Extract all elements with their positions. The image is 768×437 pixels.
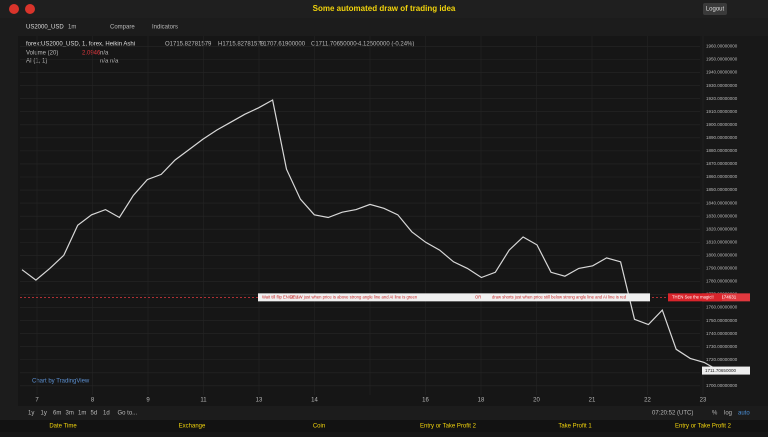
annotation: DRAW just when price is above strong ang… bbox=[290, 294, 418, 299]
legend-high: H1715.82781579 bbox=[218, 42, 265, 48]
y-tick-label: 1750.00000000 bbox=[706, 318, 738, 323]
footer-label: Entry or Take Profit 2 bbox=[420, 424, 477, 430]
bottom-toolbar bbox=[0, 406, 768, 420]
price-axis bbox=[700, 36, 768, 406]
indicators[interactable]: Indicators bbox=[152, 25, 178, 31]
x-tick-label: 13 bbox=[256, 398, 263, 404]
range-button[interactable]: 1m bbox=[78, 411, 86, 417]
icon[interactable] bbox=[25, 4, 35, 14]
logout-label[interactable]: Logout bbox=[706, 7, 725, 13]
y-tick-label: 1900.00000000 bbox=[706, 122, 738, 127]
footer-label: Take Profit 1 bbox=[558, 424, 592, 430]
footer-label: Coin bbox=[313, 424, 325, 430]
annotation: Wait till flip ENGE 1 bbox=[262, 294, 299, 299]
signal-price-box bbox=[702, 293, 750, 302]
footer-label: Entry or Take Profit 2 bbox=[675, 424, 732, 430]
y-tick-label: 1920.00000000 bbox=[706, 96, 738, 101]
top-bar bbox=[0, 0, 768, 18]
y-tick-label: 1800.00000000 bbox=[706, 253, 738, 258]
annotation: OR bbox=[475, 294, 481, 299]
annotation: draw shorts just when price still below … bbox=[492, 294, 627, 299]
logout-button[interactable] bbox=[703, 3, 727, 15]
range-button[interactable]: 5d bbox=[91, 411, 98, 417]
x-tick-label: 8 bbox=[91, 398, 95, 404]
legend-series: forex:US2000_USD, 1, forex, Heikin Ashi bbox=[26, 42, 135, 48]
annotation-box bbox=[668, 293, 722, 302]
y-tick-label: 1890.00000000 bbox=[706, 135, 738, 140]
y-tick-label: 1940.00000000 bbox=[706, 70, 738, 75]
footer bbox=[0, 420, 768, 432]
clock: 07:20:52 (UTC) bbox=[652, 411, 693, 417]
y-tick-label: 1950.00000000 bbox=[706, 57, 738, 62]
compare[interactable]: Compare bbox=[110, 25, 135, 31]
legend-volume: Volume (20) bbox=[26, 51, 58, 57]
legend-volume-na: n/a bbox=[100, 51, 109, 57]
range-button[interactable]: 1y bbox=[28, 411, 34, 417]
legend-change: -4.12500000 (-0.24%) bbox=[356, 42, 414, 48]
y-tick-label: 1700.00000000 bbox=[706, 383, 738, 388]
legend-volume-value: 2.0946 bbox=[82, 51, 101, 57]
legend-ai-na: n/a n/a bbox=[100, 59, 119, 65]
x-tick-label: 22 bbox=[644, 398, 651, 404]
toolbar bbox=[0, 18, 768, 36]
x-tick-label: 21 bbox=[589, 398, 596, 404]
y-tick-label: 1720.00000000 bbox=[706, 357, 738, 362]
tool-column bbox=[0, 36, 18, 420]
y-tick-label: 1930.00000000 bbox=[706, 83, 738, 88]
x-tick-label: 16 bbox=[422, 398, 429, 404]
footer-label: Exchange bbox=[179, 424, 206, 430]
y-tick-label: 1730.00000000 bbox=[706, 344, 738, 349]
symbol[interactable]: US2000_USD bbox=[26, 25, 64, 31]
y-tick-label: 1910.00000000 bbox=[706, 109, 738, 114]
legend-low: L1707.61900000 bbox=[260, 42, 306, 48]
y-tick-label: 1760.00000000 bbox=[706, 305, 738, 310]
x-tick-label: 14 bbox=[311, 398, 318, 404]
range-button[interactable]: 6m bbox=[53, 411, 61, 417]
y-tick-label: 1790.00000000 bbox=[706, 266, 738, 271]
log-toggle[interactable]: log bbox=[724, 411, 732, 417]
percent-toggle[interactable]: % bbox=[712, 411, 718, 417]
interval[interactable]: 1m bbox=[68, 25, 76, 31]
price-line bbox=[21, 99, 719, 371]
y-tick-label: 1840.00000000 bbox=[706, 200, 738, 205]
x-tick-label: 7 bbox=[35, 398, 39, 404]
range-button[interactable]: 1d bbox=[103, 411, 110, 417]
range-button[interactable]: 3m bbox=[66, 411, 74, 417]
y-tick-label: 1820.00000000 bbox=[706, 226, 738, 231]
annotation: THEN See the magic!! bbox=[672, 294, 714, 299]
y-tick-label: 1830.00000000 bbox=[706, 213, 738, 218]
legend-open: O1715.82781579 bbox=[165, 42, 212, 48]
x-tick-label: 20 bbox=[533, 398, 540, 404]
x-tick-label: 9 bbox=[146, 398, 150, 404]
annotation-box bbox=[258, 293, 650, 302]
y-tick-label: 1870.00000000 bbox=[706, 161, 738, 166]
last-price-box bbox=[702, 366, 750, 375]
y-tick-label: 1960.00000000 bbox=[706, 44, 738, 49]
x-tick-label: 23 bbox=[700, 398, 707, 404]
x-tick-label: 11 bbox=[200, 398, 207, 404]
footer-label: Date Time bbox=[49, 424, 77, 430]
y-tick-label: 1740.00000000 bbox=[706, 331, 738, 336]
y-tick-label: 1860.00000000 bbox=[706, 174, 738, 179]
range-button[interactable]: 1y bbox=[41, 411, 47, 417]
y-tick-label: 1850.00000000 bbox=[706, 187, 738, 192]
last-price: 1711.70650000 bbox=[705, 368, 736, 373]
y-tick-label: 1880.00000000 bbox=[706, 148, 738, 153]
x-tick-label: 18 bbox=[478, 398, 485, 404]
legend-close: C1711.70650000 bbox=[311, 42, 357, 48]
auto-toggle[interactable]: auto bbox=[738, 411, 750, 417]
legend-ai: AI (1, 1) bbox=[26, 59, 47, 65]
range-button[interactable]: Go to... bbox=[118, 411, 138, 417]
y-tick-label: 1810.00000000 bbox=[706, 239, 738, 244]
credit: Chart by TradingView bbox=[32, 379, 90, 385]
y-tick-label: 1780.00000000 bbox=[706, 279, 738, 284]
icon[interactable] bbox=[9, 4, 19, 14]
app-title: Some automated draw of trading idea bbox=[313, 4, 456, 13]
